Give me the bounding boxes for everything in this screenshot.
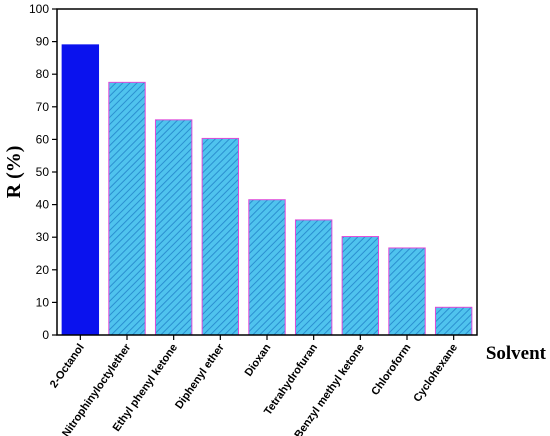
bar <box>388 247 426 336</box>
y-tick-label: 80 <box>36 67 50 81</box>
x-category-label: Chloroform <box>369 342 413 398</box>
y-tick-label: 20 <box>36 263 50 277</box>
bar <box>108 81 146 336</box>
bar <box>434 306 473 336</box>
y-tick-label: 0 <box>42 328 49 342</box>
y-tick-label: 60 <box>36 132 50 146</box>
y-axis-title: R (%) <box>3 146 25 199</box>
x-category-label: Dioxan <box>243 342 274 379</box>
y-tick-label: 40 <box>36 198 50 212</box>
bar <box>201 137 240 336</box>
y-tick-label: 50 <box>36 165 50 179</box>
x-category-label: Cyclohexane <box>411 342 460 404</box>
x-category-label: Diphenyl ether <box>173 341 227 411</box>
y-tick-label: 70 <box>36 100 50 114</box>
y-tick-label: 100 <box>29 2 49 16</box>
bar <box>154 119 193 336</box>
x-category-label: 2-Octanol <box>48 342 87 390</box>
y-tick-label: 30 <box>36 230 50 244</box>
bar <box>248 199 286 336</box>
y-tick-label: 10 <box>36 295 50 309</box>
bar <box>61 44 100 336</box>
plot-frame <box>56 8 478 336</box>
x-axis-title: Solvent <box>486 343 547 364</box>
bar <box>294 219 333 336</box>
y-tick-label: 90 <box>36 35 50 49</box>
bar <box>341 236 380 336</box>
